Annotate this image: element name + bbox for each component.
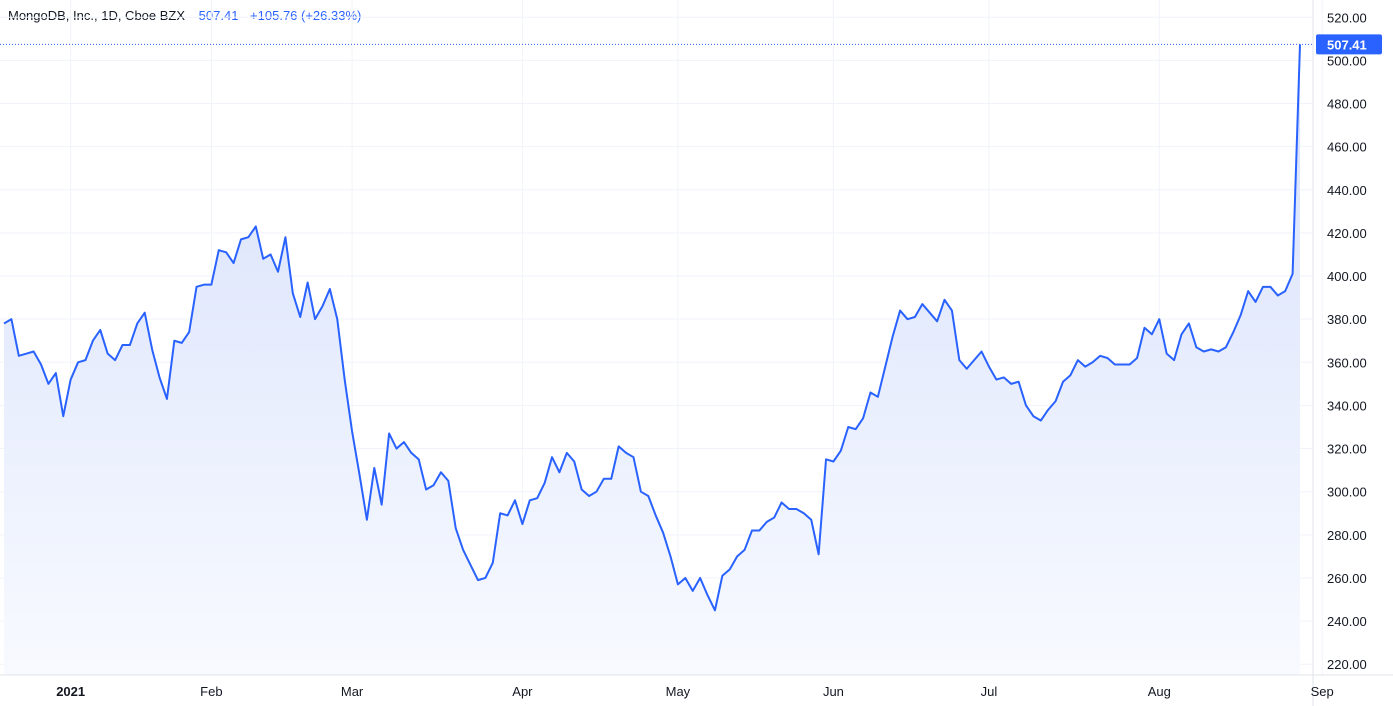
y-tick-label: 480.00 [1327,97,1367,112]
y-tick-label: 380.00 [1327,312,1367,327]
x-tick-label: Sep [1311,684,1334,699]
last-price-label-bg [1316,34,1382,55]
y-tick-label: 400.00 [1327,269,1367,284]
x-axis[interactable]: 2021 Feb Mar Apr May Jun Jul Aug Sep [56,684,1334,699]
price-change: +105.76 (+26.33%) [250,8,362,23]
x-tick-label: 2021 [56,684,85,699]
y-tick-label: 320.00 [1327,442,1367,457]
y-tick-label: 300.00 [1327,485,1367,500]
y-tick-label: 360.00 [1327,355,1367,370]
chart-header: MongoDB, Inc., 1D, Cboe BZX 507.41 +105.… [8,8,361,23]
y-axis[interactable]: 220.00 240.00 260.00 280.00 300.00 320.00 340.… [1327,10,1367,672]
last-price-label-text: 507.41 [1327,37,1367,52]
x-tick-label: Jun [823,684,844,699]
y-tick-label: 240.00 [1327,614,1367,629]
symbol-title: MongoDB, Inc., 1D, Cboe BZX [8,8,186,23]
y-tick-label: 520.00 [1327,10,1367,25]
x-tick-label: Mar [341,684,364,699]
y-tick-label: 440.00 [1327,183,1367,198]
x-tick-label: Apr [512,684,533,699]
x-tick-label: Jul [981,684,998,699]
y-tick-label: 280.00 [1327,528,1367,543]
price-area-fill [4,44,1300,675]
last-price: 507.41 [198,8,239,23]
y-tick-label: 460.00 [1327,140,1367,155]
x-tick-label: Aug [1148,684,1171,699]
x-tick-label: May [666,684,691,699]
y-tick-label: 500.00 [1327,53,1367,68]
price-line [3,44,1301,612]
y-tick-label: 340.00 [1327,398,1367,413]
y-tick-label: 260.00 [1327,571,1367,586]
y-tick-label: 220.00 [1327,657,1367,672]
y-tick-label: 420.00 [1327,226,1367,241]
x-tick-label: Feb [200,684,222,699]
last-price-label: 507.41 [1316,34,1382,55]
